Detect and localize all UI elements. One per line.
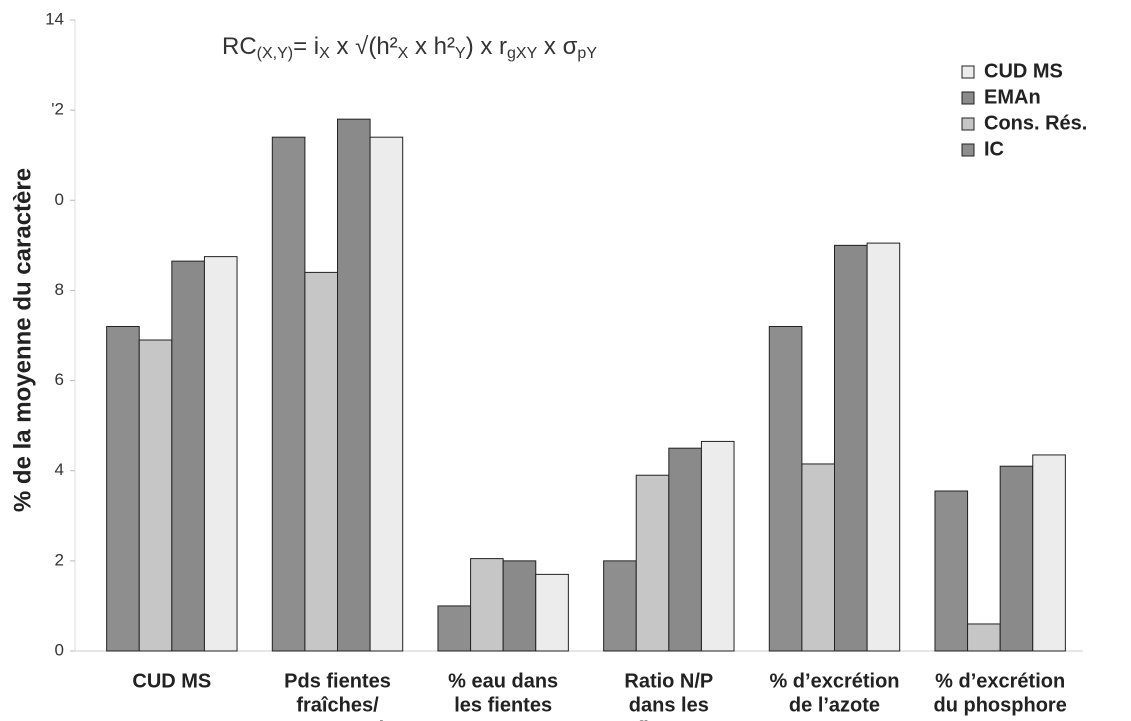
formula: RC(X,Y)= iX x √(h²X x h²Y) x rgXY x σpY — [222, 33, 597, 62]
legend-label: Cons. Rés. — [984, 112, 1087, 134]
formula-part: ) x r — [466, 33, 507, 60]
x-tick-label: fientes — [637, 718, 701, 721]
bar — [801, 463, 836, 652]
bar — [700, 440, 735, 652]
x-tick-label: fraîches/ — [296, 694, 379, 716]
bar — [668, 447, 702, 652]
legend-swatch — [961, 143, 975, 157]
bar — [535, 573, 569, 652]
bar — [999, 465, 1034, 652]
formula-part: x h² — [408, 33, 455, 60]
bar — [635, 474, 670, 652]
bar — [369, 136, 404, 652]
y-tick-label: 0 — [55, 640, 64, 659]
x-tick-label: les fientes — [454, 694, 552, 716]
x-tick-label: de l’azote — [789, 694, 880, 716]
bar — [1032, 454, 1066, 652]
bar — [437, 605, 472, 652]
legend-swatch — [961, 117, 975, 131]
formula-subscript: Y — [455, 45, 466, 62]
formula-subscript: (X,Y) — [257, 45, 293, 62]
formula-part: = i — [293, 33, 319, 60]
legend-label: IC — [984, 138, 1004, 160]
bar — [866, 242, 901, 652]
formula-part: x σ — [537, 33, 577, 60]
x-tick-label: % d’excrétion — [935, 670, 1065, 692]
y-tick-label: 4 — [55, 460, 64, 479]
bar — [967, 623, 1001, 652]
bar — [470, 558, 504, 652]
legend-label: CUD MS — [984, 60, 1063, 82]
bar — [304, 271, 338, 652]
legend-swatch — [961, 91, 975, 105]
x-tick-label: du phosphore — [934, 694, 1067, 716]
y-axis-label: % de la moyenne du caractère — [9, 168, 36, 512]
legend-swatch — [961, 65, 975, 79]
bar — [768, 325, 803, 652]
y-tick-label: 14 — [45, 9, 64, 28]
y-tick-label: 8 — [55, 280, 64, 299]
formula-part: RC — [222, 33, 257, 60]
x-tick-label: % eau dans — [448, 670, 558, 692]
bar — [171, 260, 205, 652]
x-tick-label: Pds fientes — [284, 670, 391, 692]
formula-subscript: gXY — [507, 45, 538, 62]
bar — [337, 118, 371, 652]
formula-subscript: X — [319, 45, 330, 62]
formula-subscript: pY — [577, 45, 597, 62]
bar — [834, 244, 868, 652]
bar — [934, 490, 969, 652]
formula-subscript: X — [398, 45, 409, 62]
y-tick-label: 6 — [55, 370, 64, 389]
y-tick-label: 0 — [55, 190, 64, 209]
x-tick-label: % d’excrétion — [769, 670, 899, 692]
y-tick-label: '2 — [51, 100, 64, 119]
bar — [138, 339, 173, 652]
bar — [106, 325, 140, 652]
x-tick-label: consommation — [266, 718, 408, 721]
x-tick-label: Ratio N/P — [624, 670, 713, 692]
y-tick-label: 2 — [55, 550, 64, 569]
x-tick-label: CUD MS — [132, 670, 211, 692]
bar — [603, 560, 637, 652]
x-tick-label: dans les — [629, 694, 709, 716]
legend-label: EMAn — [984, 86, 1041, 108]
bar — [502, 560, 537, 652]
bar — [203, 256, 238, 652]
formula-part: x √(h² — [330, 33, 398, 60]
bar — [271, 136, 306, 652]
